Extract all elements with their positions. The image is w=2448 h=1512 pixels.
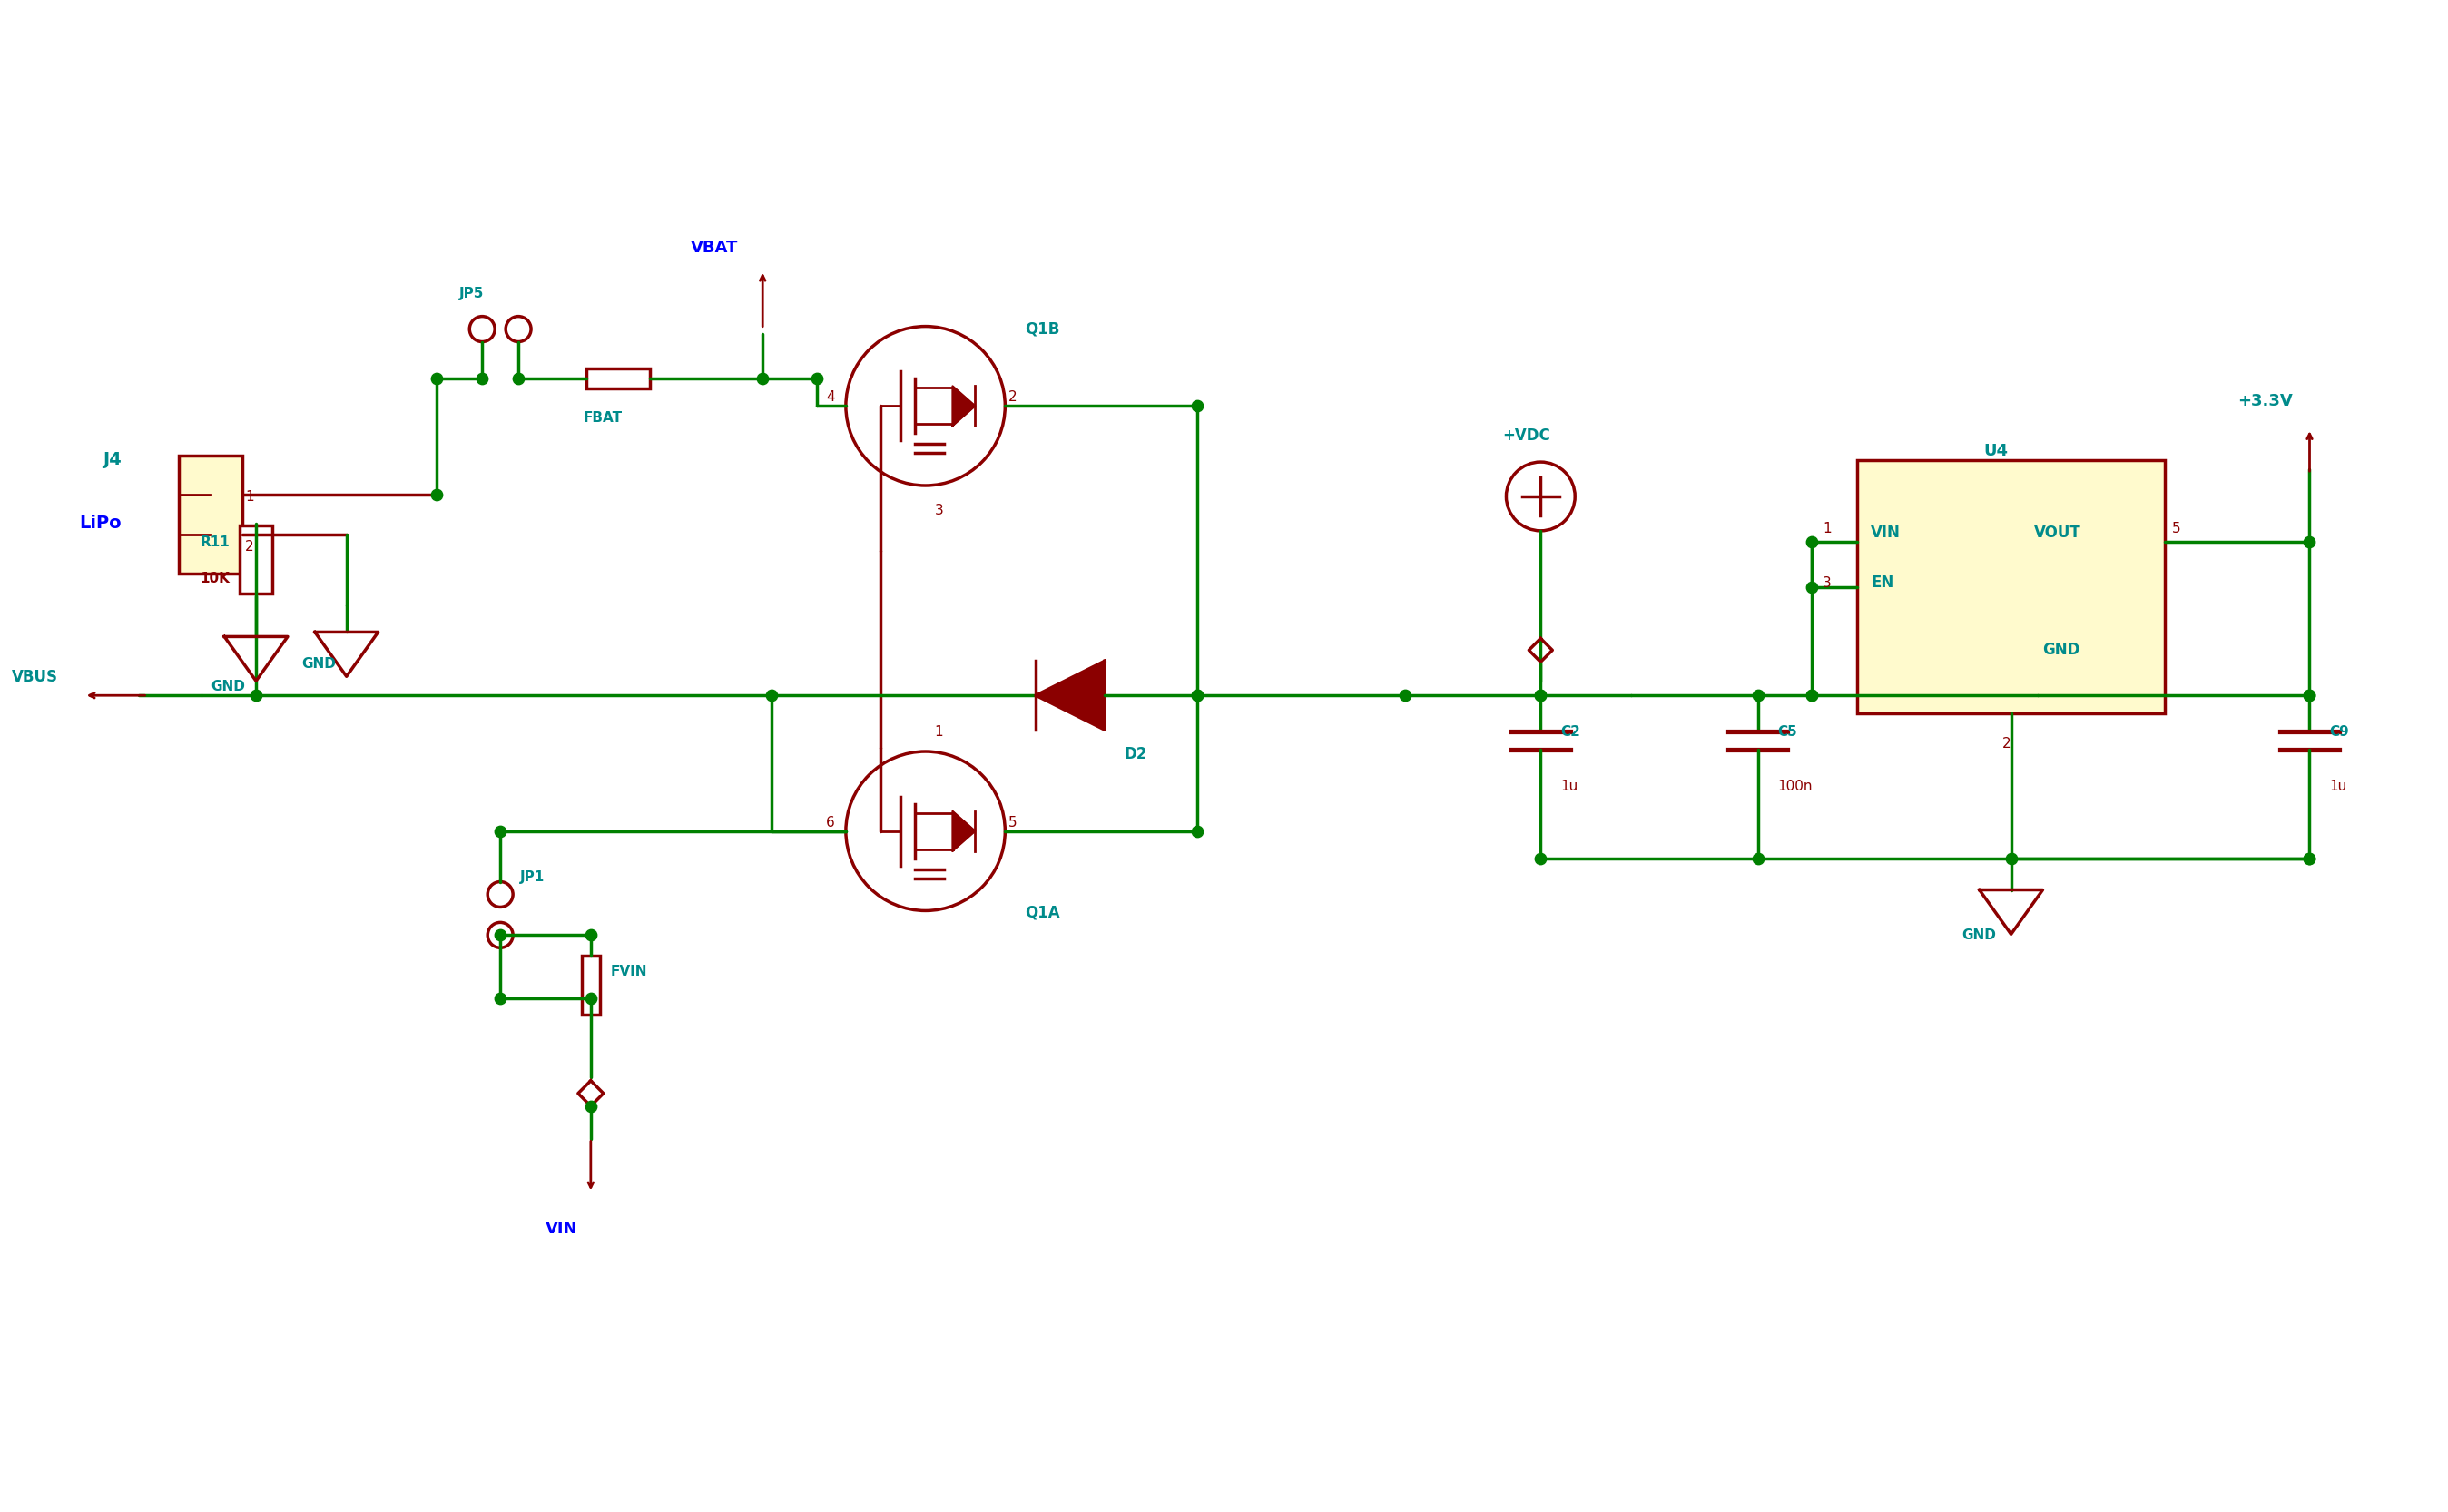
Text: 1u: 1u: [2330, 780, 2348, 794]
Text: VIN: VIN: [1870, 525, 1900, 541]
Text: GND: GND: [211, 680, 245, 694]
Text: 6: 6: [825, 815, 835, 829]
Text: VOUT: VOUT: [2034, 525, 2081, 541]
Point: [1177, 683, 1217, 708]
Bar: [585, 369, 649, 389]
Text: GND: GND: [301, 658, 335, 671]
Point: [1792, 683, 1831, 708]
Point: [1993, 847, 2032, 871]
Text: 1: 1: [245, 490, 255, 503]
Text: 3: 3: [935, 503, 942, 517]
Point: [2289, 683, 2328, 708]
Text: 3: 3: [1824, 576, 1831, 590]
Point: [752, 683, 791, 708]
Point: [1520, 683, 1559, 708]
Text: FBAT: FBAT: [583, 411, 622, 425]
Point: [744, 367, 783, 392]
Text: VBAT: VBAT: [690, 239, 737, 256]
Bar: [1858, 460, 2164, 714]
Point: [1177, 393, 1217, 417]
Text: 5: 5: [1009, 815, 1018, 829]
Polygon shape: [952, 810, 974, 851]
Text: R11: R11: [201, 535, 230, 549]
Point: [1177, 683, 1217, 708]
Point: [237, 683, 277, 708]
Point: [480, 986, 519, 1010]
Text: LiPo: LiPo: [81, 514, 122, 532]
Text: 4: 4: [825, 390, 835, 404]
Point: [570, 1095, 610, 1119]
Text: GND: GND: [1961, 928, 1995, 942]
Point: [1792, 683, 1831, 708]
Bar: [179, 455, 242, 573]
Point: [1520, 847, 1559, 871]
Text: 2: 2: [245, 540, 255, 553]
Text: C9: C9: [2330, 726, 2350, 739]
Text: JP5: JP5: [460, 286, 485, 299]
Point: [1792, 529, 1831, 553]
Text: GND: GND: [2042, 643, 2081, 658]
Text: VBUS: VBUS: [12, 670, 59, 685]
Text: U4: U4: [1983, 443, 2007, 460]
Text: 1: 1: [1824, 522, 1831, 535]
Text: 2: 2: [2002, 736, 2010, 750]
Text: 10K: 10K: [201, 572, 230, 585]
Text: VIN: VIN: [546, 1220, 578, 1237]
Text: C5: C5: [1777, 726, 1797, 739]
Text: EN: EN: [1870, 575, 1895, 591]
Point: [798, 367, 837, 392]
Text: J4: J4: [103, 451, 120, 469]
Text: FVIN: FVIN: [610, 965, 646, 978]
Point: [480, 922, 519, 947]
Point: [1386, 683, 1425, 708]
Text: 2: 2: [1009, 390, 1018, 404]
Point: [1738, 847, 1777, 871]
Point: [2289, 847, 2328, 871]
Text: D2: D2: [1124, 745, 1148, 762]
Point: [2289, 847, 2328, 871]
Text: 1u: 1u: [1559, 780, 1579, 794]
Polygon shape: [1036, 661, 1104, 730]
Bar: [583, 956, 600, 1015]
Text: JP1: JP1: [519, 869, 546, 883]
Text: +VDC: +VDC: [1503, 428, 1550, 445]
Text: 1: 1: [935, 726, 942, 739]
Point: [2289, 529, 2328, 553]
Point: [1792, 575, 1831, 599]
Point: [1520, 683, 1559, 708]
Text: Q1B: Q1B: [1026, 321, 1060, 337]
Point: [1738, 683, 1777, 708]
Polygon shape: [952, 386, 974, 426]
Text: 100n: 100n: [1777, 780, 1812, 794]
Text: Q1A: Q1A: [1026, 904, 1060, 921]
Point: [570, 986, 610, 1010]
Bar: [240, 526, 272, 594]
Point: [416, 482, 455, 507]
Text: +3.3V: +3.3V: [2237, 393, 2291, 410]
Point: [1177, 820, 1217, 844]
Text: C2: C2: [1559, 726, 1581, 739]
Text: 5: 5: [2171, 522, 2181, 535]
Point: [416, 367, 455, 392]
Point: [463, 367, 502, 392]
Point: [2289, 683, 2328, 708]
Point: [570, 922, 610, 947]
Point: [499, 367, 539, 392]
Point: [480, 820, 519, 844]
